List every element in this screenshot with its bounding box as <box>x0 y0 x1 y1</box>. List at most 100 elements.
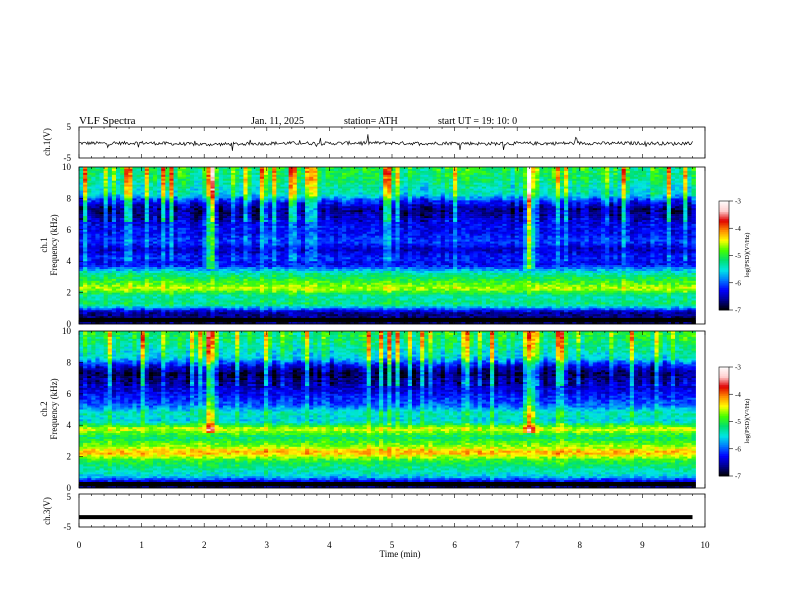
spectrogram-cell <box>223 289 227 291</box>
spectrogram-cell <box>248 175 252 177</box>
spectrogram-cell <box>149 212 153 214</box>
spectrogram-cell <box>305 193 309 195</box>
spectrogram-cell <box>165 285 169 287</box>
spectrogram-cell <box>120 271 124 273</box>
spectrogram-cell <box>100 281 104 283</box>
spectrogram-cell <box>116 181 120 183</box>
spectrogram-cell <box>272 202 276 204</box>
spectrogram-cell <box>231 244 235 246</box>
spectrogram-cell <box>178 242 182 244</box>
spectrogram-cell <box>116 314 120 316</box>
spectrogram-cell <box>128 279 132 281</box>
spectrogram-cell <box>128 185 132 187</box>
spectrogram-cell <box>309 277 313 279</box>
spectrogram-cell <box>276 222 280 224</box>
spectrogram-cell <box>178 200 182 202</box>
spectrogram-cell <box>124 261 128 263</box>
spectrogram-cell <box>124 202 128 204</box>
spectrogram-cell <box>79 269 83 271</box>
spectrogram-cell <box>285 222 289 224</box>
spectrogram-cell <box>297 283 301 285</box>
spectrogram-cell <box>108 238 112 240</box>
spectrogram-cell <box>293 275 297 277</box>
spectrogram-cell <box>305 224 309 226</box>
spectrogram-cell <box>231 287 235 289</box>
spectrogram-cell <box>116 306 120 308</box>
spectrogram-cell <box>211 249 215 251</box>
spectrogram-cell <box>104 300 108 302</box>
spectrogram-cell <box>317 263 321 265</box>
spectrogram-cell <box>149 297 153 299</box>
spectrogram-cell <box>293 247 297 249</box>
spectrogram-cell <box>256 185 260 187</box>
spectrogram-cell <box>206 269 210 271</box>
spectrogram-cell <box>326 314 330 316</box>
spectrogram-cell <box>223 173 227 175</box>
spectrogram-cell <box>132 191 136 193</box>
spectrogram-cell <box>165 214 169 216</box>
spectrogram-cell <box>293 216 297 218</box>
spectrogram-cell <box>289 210 293 212</box>
spectrogram-cell <box>326 295 330 297</box>
spectrogram-cell <box>182 255 186 257</box>
spectrogram-cell <box>100 295 104 297</box>
spectrogram-cell <box>178 216 182 218</box>
spectrogram-cell <box>223 194 227 196</box>
spectrogram-cell <box>132 310 136 312</box>
spectrogram-cell <box>235 173 239 175</box>
spectrogram-cell <box>132 220 136 222</box>
spectrogram-cell <box>268 300 272 302</box>
spectrogram-cell <box>313 230 317 232</box>
spectrogram-cell <box>83 255 87 257</box>
spectrogram-cell <box>132 255 136 257</box>
spectrogram-cell <box>211 293 215 295</box>
spectrogram-cell <box>206 238 210 240</box>
spectrogram-cell <box>79 238 83 240</box>
spectrogram-cell <box>87 255 91 257</box>
spectrogram-cell <box>116 193 120 195</box>
spectrogram-cell <box>206 200 210 202</box>
spectrogram-cell <box>186 273 190 275</box>
spectrogram-cell <box>91 297 95 299</box>
spectrogram-cell <box>108 271 112 273</box>
spectrogram-cell <box>149 234 153 236</box>
spectrogram-cell <box>112 244 116 246</box>
spectrogram-cell <box>289 298 293 300</box>
spectrogram-cell <box>264 244 268 246</box>
spectrogram-cell <box>95 281 99 283</box>
spectrogram-cell <box>95 238 99 240</box>
spectrogram-cell <box>326 202 330 204</box>
spectrogram-cell <box>280 302 284 304</box>
spectrogram-cell <box>137 216 141 218</box>
spectrogram-cell <box>322 283 326 285</box>
spectrogram-cell <box>104 196 108 198</box>
spectrogram-cell <box>206 189 210 191</box>
spectrogram-cell <box>165 257 169 259</box>
spectrogram-cell <box>248 279 252 281</box>
spectrogram-cell <box>100 240 104 242</box>
spectrogram-cell <box>83 214 87 216</box>
spectrogram-cell <box>91 273 95 275</box>
spectrogram-cell <box>202 234 206 236</box>
spectrogram-cell <box>305 271 309 273</box>
spectrogram-cell <box>239 208 243 210</box>
spectrogram-cell <box>260 234 264 236</box>
spectrogram-cell <box>83 302 87 304</box>
spectrogram-cell <box>293 267 297 269</box>
spectrogram-cell <box>285 302 289 304</box>
spectrogram-cell <box>252 179 256 181</box>
spectrogram-cell <box>301 175 305 177</box>
spectrogram-cell <box>149 308 153 310</box>
spectrogram-cell <box>108 220 112 222</box>
spectrogram-cell <box>132 242 136 244</box>
spectrogram-cell <box>182 171 186 173</box>
spectrogram-cell <box>264 210 268 212</box>
spectrogram-cell <box>174 244 178 246</box>
spectrogram-cell <box>260 224 264 226</box>
spectrogram-cell <box>132 293 136 295</box>
spectrogram-cell <box>211 255 215 257</box>
spectrogram-cell <box>95 287 99 289</box>
spectrogram-cell <box>112 230 116 232</box>
spectrogram-cell <box>317 206 321 208</box>
spectrogram-cell <box>112 253 116 255</box>
